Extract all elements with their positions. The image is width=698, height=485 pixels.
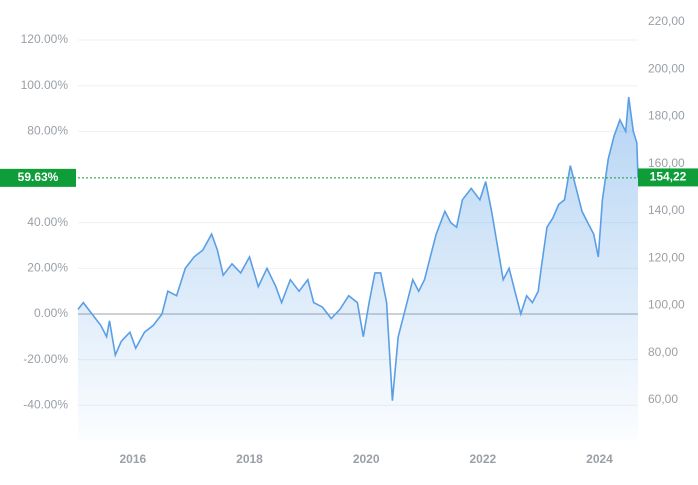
current-badge <box>0 168 76 187</box>
x-tick-label: 2018 <box>236 452 263 466</box>
y2-tick-label: 100,00 <box>648 298 685 312</box>
area <box>78 97 638 440</box>
y-tick-label: 40.00% <box>27 215 68 229</box>
y2-tick-label: 220,00 <box>648 14 685 28</box>
y-tick-label: 120.00% <box>21 32 69 46</box>
x-tick-label: 2022 <box>469 452 496 466</box>
y-tick-label: -20.00% <box>23 352 68 366</box>
x-tick-label: 2020 <box>353 452 380 466</box>
y2-tick-label: 180,00 <box>648 109 685 123</box>
y-tick-label: 80.00% <box>27 124 68 138</box>
y2-tick-label: 140,00 <box>648 203 685 217</box>
current-label-right: 154,22 <box>650 170 687 184</box>
y2-tick-label: 160,00 <box>648 156 685 170</box>
current-label: 59.63% <box>18 170 59 184</box>
y-tick-label: 100.00% <box>21 78 69 92</box>
y2-tick-label: 200,00 <box>648 61 685 75</box>
line <box>77 96 639 401</box>
current-badge-right <box>638 168 698 187</box>
y2-tick-label: 80,00 <box>648 345 678 359</box>
x-tick-label: 2016 <box>119 452 146 466</box>
y-tick-label: 0.00% <box>34 306 68 320</box>
x-tick-label: 2024 <box>586 452 613 466</box>
y-tick-label: 20.00% <box>27 260 68 274</box>
y2-tick-label: 60,00 <box>648 392 678 406</box>
y-tick-label: -40.00% <box>23 397 68 411</box>
y2-tick-label: 120,00 <box>648 250 685 264</box>
